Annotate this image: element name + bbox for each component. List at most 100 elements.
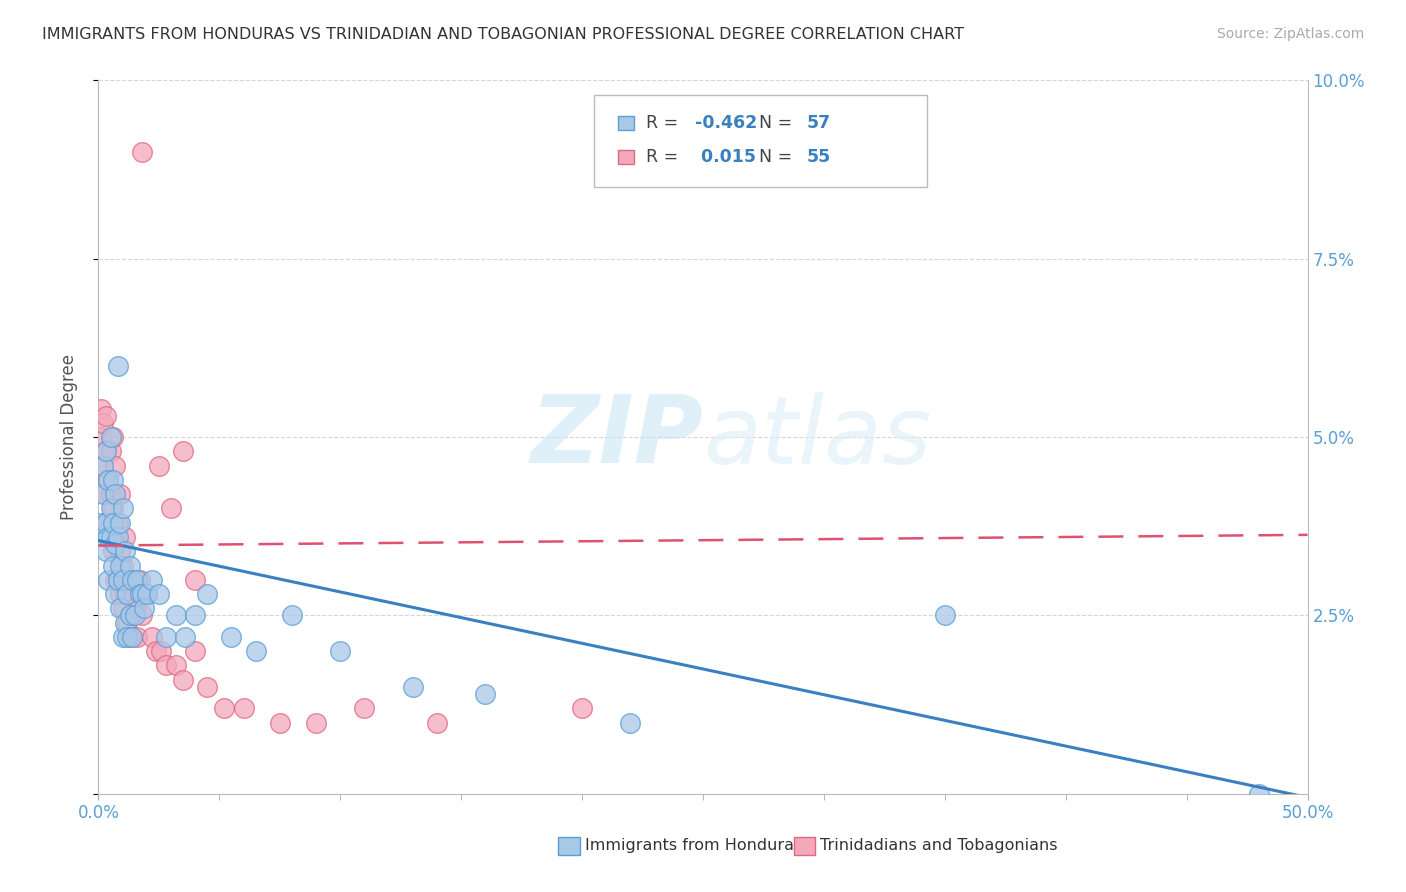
Point	[114, 587, 136, 601]
Point	[117, 630, 139, 644]
Point	[165, 608, 187, 623]
Point	[101, 558, 124, 573]
Point	[100, 487, 122, 501]
FancyBboxPatch shape	[619, 116, 634, 130]
Point	[184, 644, 207, 658]
Point	[94, 516, 117, 530]
Point	[94, 487, 117, 501]
Point	[155, 658, 177, 673]
Point	[426, 715, 449, 730]
Point	[104, 573, 127, 587]
Point	[91, 487, 114, 501]
Point	[165, 658, 187, 673]
Point	[111, 573, 134, 587]
Point	[141, 630, 163, 644]
Point	[212, 701, 235, 715]
Point	[127, 573, 149, 587]
Y-axis label: Professional Degree: Professional Degree	[59, 354, 77, 520]
Point	[474, 687, 496, 701]
Point	[94, 544, 117, 558]
Point	[121, 630, 143, 644]
Text: IMMIGRANTS FROM HONDURAS VS TRINIDADIAN AND TOBAGONIAN PROFESSIONAL DEGREE CORRE: IMMIGRANTS FROM HONDURAS VS TRINIDADIAN …	[42, 27, 965, 42]
Text: Trinidadians and Tobagonians: Trinidadians and Tobagonians	[820, 838, 1057, 853]
Point	[121, 573, 143, 587]
Point	[148, 587, 170, 601]
Point	[101, 473, 124, 487]
Point	[108, 516, 131, 530]
Point	[100, 530, 122, 544]
Point	[101, 544, 124, 558]
Point	[128, 587, 150, 601]
Point	[172, 444, 194, 458]
Point	[111, 601, 134, 615]
Point	[90, 516, 112, 530]
Point	[111, 501, 134, 516]
Point	[107, 516, 129, 530]
Point	[108, 558, 131, 573]
Point	[128, 573, 150, 587]
Point	[245, 644, 267, 658]
Point	[402, 680, 425, 694]
Point	[111, 558, 134, 573]
Point	[97, 530, 120, 544]
Point	[571, 701, 593, 715]
Point	[107, 573, 129, 587]
Point	[101, 501, 124, 516]
Point	[111, 630, 134, 644]
Point	[97, 473, 120, 487]
Point	[184, 573, 207, 587]
Point	[232, 701, 254, 715]
Point	[94, 444, 117, 458]
Point	[107, 359, 129, 373]
Text: 57: 57	[807, 114, 831, 132]
Point	[108, 544, 131, 558]
Point	[124, 608, 146, 623]
Point	[135, 587, 157, 601]
Point	[97, 473, 120, 487]
Point	[281, 608, 304, 623]
Text: Source: ZipAtlas.com: Source: ZipAtlas.com	[1216, 27, 1364, 41]
Point	[114, 544, 136, 558]
Point	[107, 573, 129, 587]
Point	[94, 409, 117, 423]
Point	[174, 630, 197, 644]
Text: 55: 55	[807, 148, 831, 166]
Point	[114, 615, 136, 630]
Text: atlas: atlas	[703, 392, 931, 483]
Point	[195, 587, 218, 601]
Point	[305, 715, 328, 730]
Text: -0.462: -0.462	[695, 114, 756, 132]
Point	[934, 608, 956, 623]
Point	[108, 587, 131, 601]
Point	[127, 630, 149, 644]
Point	[117, 587, 139, 601]
Text: R =: R =	[647, 148, 683, 166]
Point	[101, 516, 124, 530]
Point	[118, 630, 141, 644]
Point	[121, 608, 143, 623]
Point	[97, 573, 120, 587]
Point	[269, 715, 291, 730]
Point	[91, 458, 114, 473]
Point	[114, 530, 136, 544]
FancyBboxPatch shape	[595, 95, 927, 187]
Point	[195, 680, 218, 694]
Point	[124, 601, 146, 615]
Text: N =: N =	[759, 148, 797, 166]
FancyBboxPatch shape	[793, 838, 815, 855]
Point	[353, 701, 375, 715]
Point	[97, 516, 120, 530]
Text: R =: R =	[647, 114, 683, 132]
Point	[104, 487, 127, 501]
Point	[134, 601, 156, 615]
Point	[135, 587, 157, 601]
Point	[184, 608, 207, 623]
Point	[160, 501, 183, 516]
Point	[100, 501, 122, 516]
Point	[172, 673, 194, 687]
Point	[90, 401, 112, 416]
Point	[141, 573, 163, 587]
Point	[100, 430, 122, 444]
Point	[131, 608, 153, 623]
Point	[1249, 787, 1271, 801]
